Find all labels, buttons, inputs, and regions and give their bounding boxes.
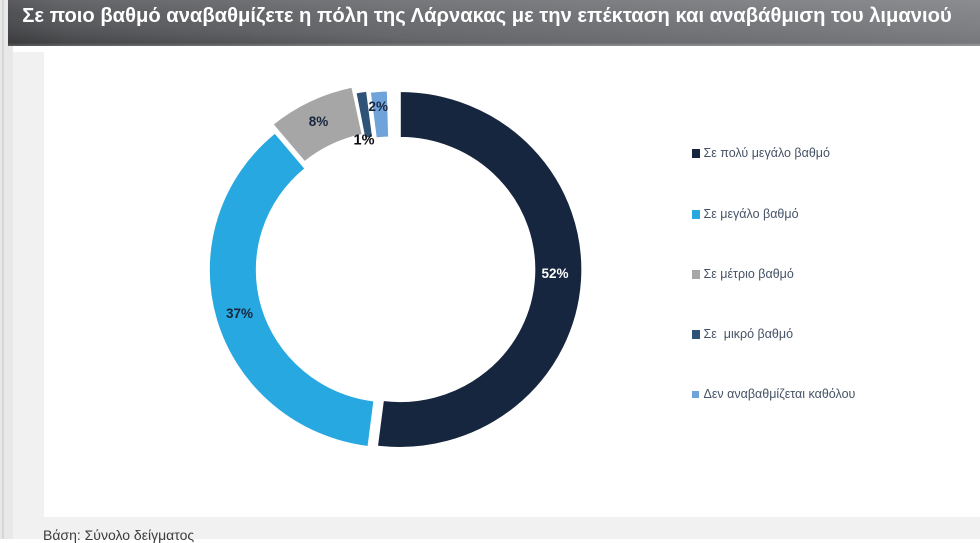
svg-text:37%: 37%: [226, 306, 253, 321]
svg-text:1%: 1%: [354, 133, 375, 149]
svg-text:8%: 8%: [309, 114, 329, 129]
svg-text:2%: 2%: [369, 99, 389, 114]
svg-text:52%: 52%: [541, 266, 568, 281]
